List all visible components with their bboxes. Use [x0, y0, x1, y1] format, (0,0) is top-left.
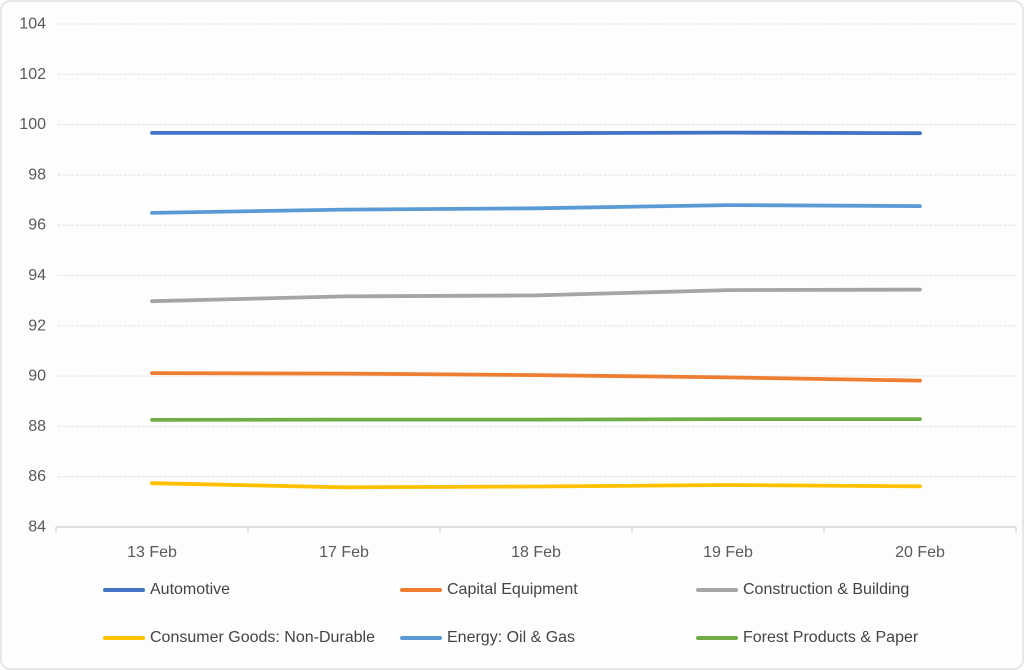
legend-swatch-construction-building	[696, 588, 738, 592]
line-chart-plot: 104 102 100 98 96 94 92 90 88 86 84 13 Feb 17 Feb 18 …	[19, 16, 1017, 561]
legend-label-forest-products: Forest Products & Paper	[743, 629, 919, 646]
legend-swatch-automotive	[103, 588, 145, 592]
legend-label-capital-equipment: Capital Equipment	[447, 581, 578, 598]
legend-swatch-consumer-goods	[103, 636, 145, 640]
svg-text:19 Feb: 19 Feb	[703, 544, 753, 561]
svg-text:88: 88	[28, 418, 46, 435]
svg-text:90: 90	[28, 368, 46, 385]
svg-text:92: 92	[28, 317, 46, 334]
svg-text:17 Feb: 17 Feb	[319, 544, 369, 561]
svg-text:13 Feb: 13 Feb	[127, 544, 177, 561]
legend-item-forest-products: Forest Products & Paper	[696, 629, 918, 647]
svg-text:102: 102	[19, 66, 46, 83]
legend-swatch-energy-oil-gas	[400, 636, 442, 640]
legend-label-energy-oil-gas: Energy: Oil & Gas	[447, 629, 576, 646]
svg-text:20 Feb: 20 Feb	[895, 544, 945, 561]
svg-text:98: 98	[28, 166, 46, 183]
legend-label-construction-building: Construction & Building	[743, 581, 910, 598]
legend-label-consumer-goods: Consumer Goods: Non-Durable	[150, 629, 375, 646]
svg-text:104: 104	[19, 16, 46, 33]
svg-text:96: 96	[28, 217, 46, 234]
legend-swatch-capital-equipment	[400, 588, 442, 592]
legend-item-consumer-goods: Consumer Goods: Non-Durable	[103, 629, 375, 647]
svg-text:100: 100	[19, 116, 46, 133]
legend-item-construction-building: Construction & Building	[696, 581, 909, 599]
legend-item-capital-equipment: Capital Equipment	[400, 581, 578, 599]
legend-swatch-forest-products	[696, 636, 738, 640]
legend-item-automotive: Automotive	[103, 581, 230, 599]
svg-text:86: 86	[28, 468, 46, 485]
legend-item-energy-oil-gas: Energy: Oil & Gas	[400, 629, 575, 647]
svg-text:94: 94	[28, 267, 46, 284]
svg-text:18 Feb: 18 Feb	[511, 544, 561, 561]
svg-text:84: 84	[28, 519, 46, 536]
legend-label-automotive: Automotive	[150, 581, 231, 598]
